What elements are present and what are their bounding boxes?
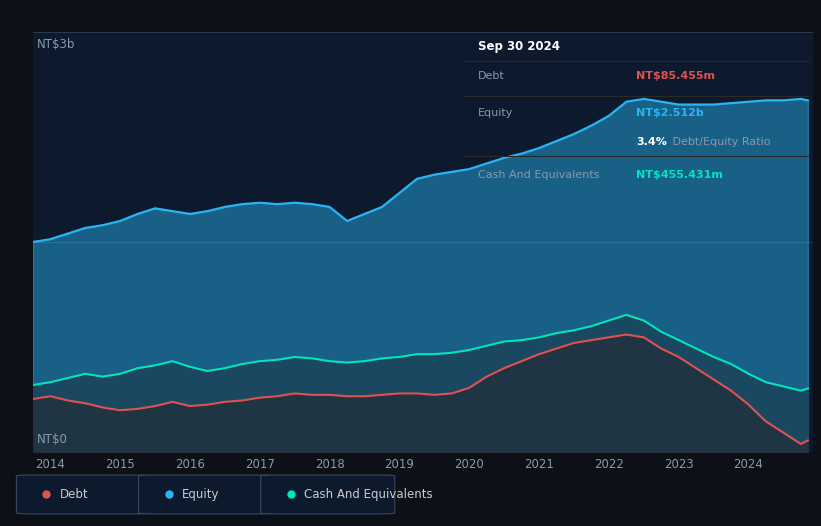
Text: NT$3b: NT$3b [37,38,75,51]
FancyBboxPatch shape [139,475,273,514]
Text: Equity: Equity [478,108,513,118]
Text: NT$2.512b: NT$2.512b [636,108,704,118]
Text: Equity: Equity [182,488,219,501]
Text: NT$85.455m: NT$85.455m [636,72,715,82]
Text: Cash And Equivalents: Cash And Equivalents [478,170,599,180]
FancyBboxPatch shape [261,475,395,514]
Text: 3.4%: 3.4% [636,137,667,147]
Text: NT$455.431m: NT$455.431m [636,170,723,180]
FancyBboxPatch shape [16,475,150,514]
Text: Sep 30 2024: Sep 30 2024 [478,40,560,53]
Text: Debt/Equity Ratio: Debt/Equity Ratio [669,137,771,147]
Text: Debt: Debt [60,488,89,501]
Text: Cash And Equivalents: Cash And Equivalents [304,488,433,501]
Text: Debt: Debt [478,72,504,82]
Text: NT$0: NT$0 [37,433,67,446]
